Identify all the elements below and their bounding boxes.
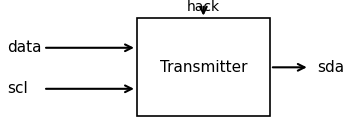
FancyBboxPatch shape [137, 18, 270, 116]
Text: Transmitter: Transmitter [159, 60, 247, 75]
Text: sda: sda [317, 60, 344, 75]
Text: hack: hack [187, 0, 220, 14]
Text: scl: scl [7, 81, 28, 96]
Text: data: data [7, 40, 42, 55]
